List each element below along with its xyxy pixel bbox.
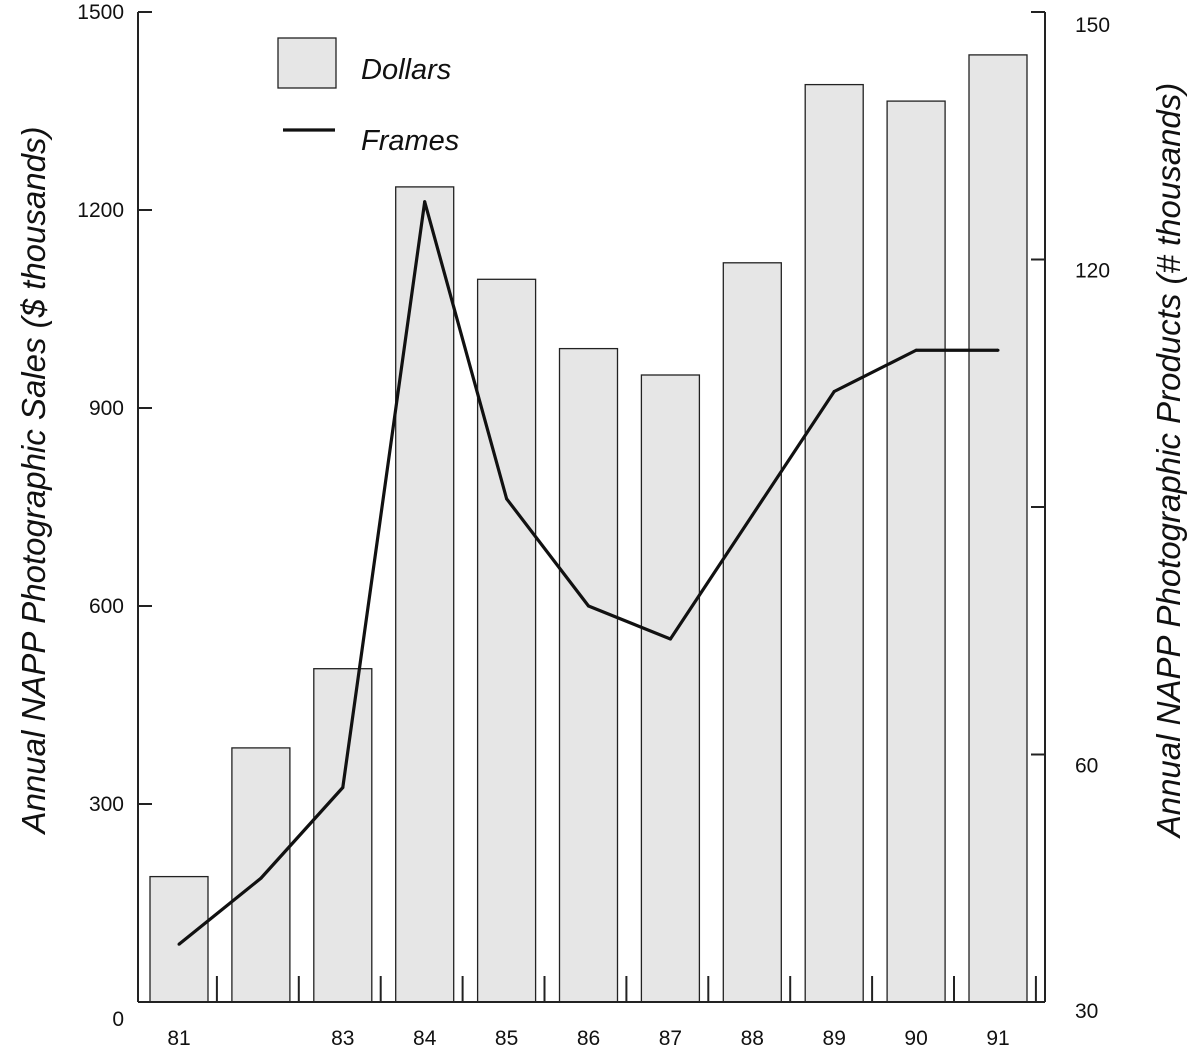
right-tick-label-60: 60 — [1075, 755, 1098, 778]
right-tick-label-30: 30 — [1075, 1000, 1098, 1023]
right-axis-title: Annual NAPP Photographic Products (# tho… — [1150, 83, 1187, 840]
axis-titles: Annual NAPP Photographic Sales ($ thousa… — [15, 83, 1187, 840]
legend-label-frames: Frames — [361, 125, 459, 157]
x-tick-label-87: 87 — [659, 1027, 682, 1050]
bar-81 — [149, 875, 209, 1003]
left-axis-title: Annual NAPP Photographic Sales ($ thousa… — [15, 127, 52, 836]
bar-90 — [886, 100, 946, 1003]
x-tick-label-89: 89 — [823, 1027, 846, 1050]
bar-83 — [313, 668, 373, 1003]
bar-88 — [722, 262, 782, 1003]
line-layer — [177, 200, 1000, 946]
frames-point-10 — [996, 348, 1000, 352]
bar-86 — [558, 347, 619, 1003]
left-tick-label-900: 900 — [89, 397, 124, 420]
frames-point-3 — [423, 200, 427, 204]
right-tick-label-150: 150 — [1075, 14, 1110, 37]
x-tick-label-81: 81 — [167, 1027, 190, 1050]
x-tick-label-88: 88 — [741, 1027, 764, 1050]
bar-87 — [640, 374, 701, 1003]
frames-point-9 — [914, 348, 918, 352]
x-tick-label-86: 86 — [577, 1027, 600, 1050]
frames-point-1 — [259, 876, 263, 880]
x-tick-label-91: 91 — [986, 1027, 1009, 1050]
x-tick-label-83: 83 — [331, 1027, 354, 1050]
bar-unlabeled-1 — [231, 747, 291, 1003]
legend-label-dollars: Dollars — [361, 54, 451, 86]
left-tick-label-0: 0 — [112, 1008, 124, 1031]
bar-89 — [804, 83, 864, 1003]
bars-layer — [149, 54, 1028, 1003]
right-tick-label-120: 120 — [1075, 260, 1110, 283]
x-tick-label-90: 90 — [904, 1027, 927, 1050]
legend-swatch-dollars — [277, 37, 337, 89]
bar-85 — [476, 278, 537, 1003]
left-tick-label-1200: 1200 — [77, 199, 124, 222]
axes-layer: 0 300 600 900 1200 1500 30 60 120 150 81 83 84 85 86 87… — [77, 1, 1110, 1050]
x-tick-label-84: 84 — [413, 1027, 437, 1050]
frames-point-2 — [341, 786, 345, 789]
frames-point-4 — [505, 497, 509, 501]
frames-point-7 — [750, 513, 754, 517]
frames-point-0 — [177, 942, 181, 946]
left-tick-label-300: 300 — [89, 793, 124, 816]
bar-84 — [395, 186, 455, 1003]
frames-point-8 — [832, 390, 836, 393]
left-tick-label-1500: 1500 — [77, 1, 124, 24]
bar-91 — [968, 54, 1028, 1003]
x-tick-label-85: 85 — [495, 1027, 518, 1050]
left-tick-label-600: 600 — [89, 595, 124, 618]
legend: Dollars Frames — [277, 37, 459, 157]
frames-point-5 — [587, 604, 590, 608]
frames-point-6 — [668, 637, 672, 641]
